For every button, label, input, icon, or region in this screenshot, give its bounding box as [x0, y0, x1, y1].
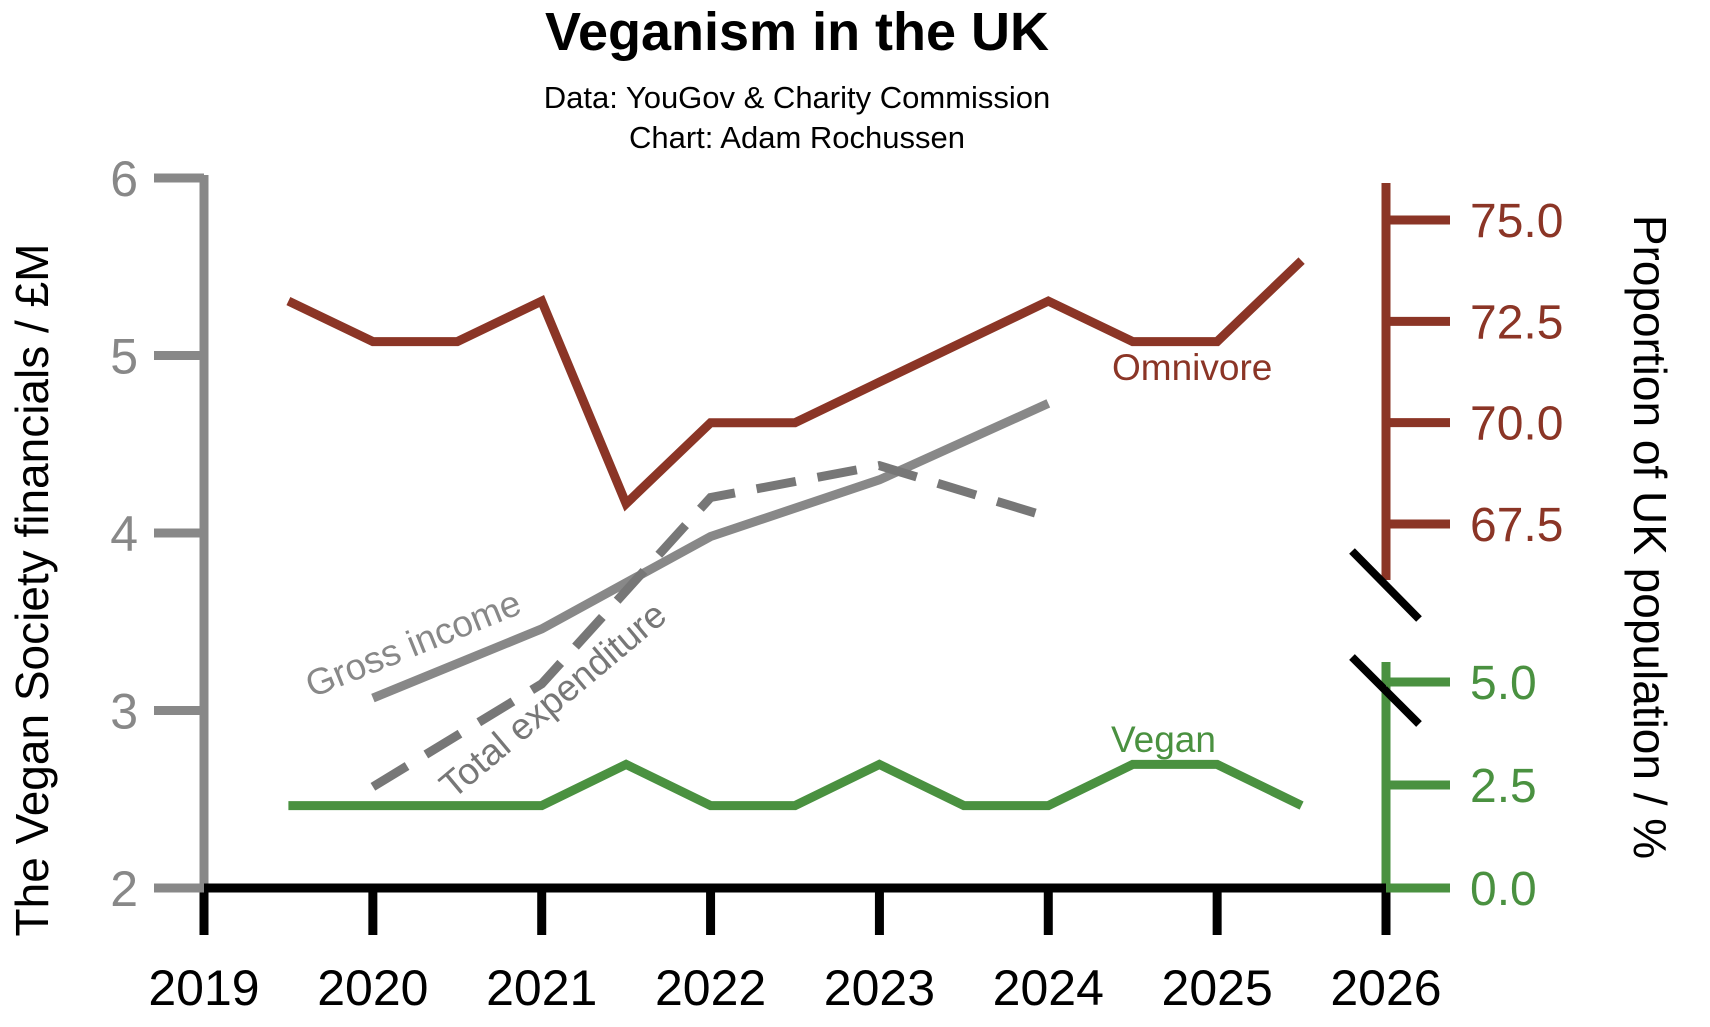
label-omnivore: Omnivore: [1112, 347, 1272, 388]
y-left-tick-label-6: 6: [110, 151, 138, 207]
chart-title: Veganism in the UK: [545, 2, 1049, 62]
y-left-tick-label-5: 5: [110, 329, 138, 385]
y-left-tick-label-2: 2: [110, 861, 138, 917]
x-tick-label-2019: 2019: [148, 960, 259, 1016]
axis-break-mark-lower: [1349, 654, 1422, 727]
y-left-axis-title: The Vegan Society financials / £M: [6, 244, 58, 937]
x-tick-label-2026: 2026: [1330, 960, 1441, 1016]
y-right-axis-title: Proportion of UK population / %: [1624, 215, 1676, 859]
chart-subtitle-credit: Chart: Adam Rochussen: [629, 120, 965, 155]
y-right-upper-tick-label-75.0: 75.0: [1470, 195, 1563, 248]
chart-subtitle-source: Data: YouGov & Charity Commission: [544, 80, 1051, 115]
y-right-lower-tick-label-0.0: 0.0: [1470, 863, 1537, 916]
x-tick-label-2020: 2020: [317, 960, 428, 1016]
y-left-tick-label-3: 3: [110, 684, 138, 740]
series-line-total-expenditure: [370, 460, 1050, 791]
axis-break-mark-upper: [1349, 548, 1422, 622]
label-gross-income: Gross income: [300, 582, 527, 706]
series-line-omnivore: [286, 257, 1305, 512]
series-line-gross-income: [371, 399, 1051, 703]
y-left-tick-label-4: 4: [110, 506, 138, 562]
x-tick-label-2021: 2021: [486, 960, 597, 1016]
x-tick-label-2024: 2024: [993, 960, 1104, 1016]
x-tick-label-2022: 2022: [655, 960, 766, 1016]
y-right-lower-tick-label-5.0: 5.0: [1470, 657, 1537, 710]
y-right-upper-tick-label-70.0: 70.0: [1470, 398, 1563, 451]
series-line-vegan: [288, 759, 1304, 811]
x-tick-label-2023: 2023: [824, 960, 935, 1016]
label-vegan: Vegan: [1111, 719, 1216, 760]
y-right-lower-tick-label-2.5: 2.5: [1470, 760, 1537, 813]
y-right-upper-tick-label-72.5: 72.5: [1470, 296, 1563, 349]
y-right-upper-tick-label-67.5: 67.5: [1470, 499, 1563, 552]
x-tick-label-2025: 2025: [1162, 960, 1273, 1016]
